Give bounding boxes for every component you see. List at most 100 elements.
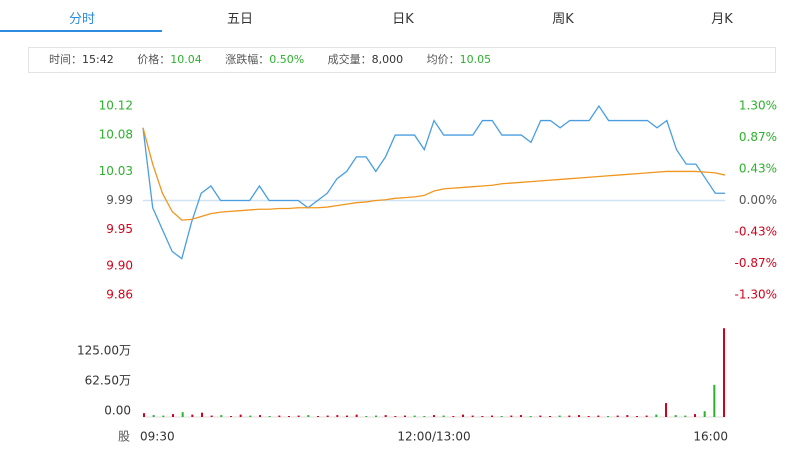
volume-bar [578,415,580,417]
volume-bar [713,384,716,417]
volume-bar [413,415,416,417]
info-value: 10.05 [459,53,492,66]
tab[interactable]: 分时 [68,12,96,27]
y-tick-label: 9.95 [106,222,133,236]
volume-bar [210,415,213,417]
tab[interactable]: 月K [711,12,733,27]
tab[interactable]: 日K [392,12,414,27]
volume-bar [462,414,464,417]
y-tick-label: 9.86 [106,288,133,302]
volume-bar [558,415,561,417]
active-tab-indicator [0,30,162,32]
price-line [142,127,726,221]
volume-bar [346,415,348,417]
y2-tick-label: -1.30% [735,288,777,302]
volume-bar [481,416,484,417]
volume-bar [365,416,368,417]
y-axis-label: 股 [118,430,130,444]
info-label: 均价： [426,53,460,66]
info-label: 时间： [49,53,82,66]
volume-bar [674,415,677,417]
volume-bar [220,415,223,417]
volume-bar [616,415,619,417]
volume-bar [723,328,725,417]
info-bar: 时间：15:42 价格：10.04 涨跌幅：0.50% 成交量：8,000 均价… [28,47,776,73]
volume-bar [375,415,377,417]
volume-bar [307,415,310,417]
y2-tick-label: -0.43% [735,224,777,238]
volume-bar [423,416,426,417]
y-tick-label: 9.99 [106,193,133,207]
volume-bar [278,415,281,417]
y-tick-label: 62.50万 [85,374,131,388]
tab[interactable]: 五日 [226,12,254,27]
volume-bar [317,416,319,417]
volume-bar [191,414,194,417]
volume-bar [239,414,242,417]
y2-tick-label: 0.00% [739,193,777,207]
volume-bar [230,416,232,417]
x-tick-label: 12:00/13:00 [397,430,470,444]
y-tick-label: 10.12 [99,99,133,113]
y-tick-label: 10.08 [99,128,133,142]
y2-tick-label: 0.87% [739,130,777,144]
volume-bar [181,412,184,417]
volume-bar [162,415,165,417]
volume-bar [172,414,174,417]
tab-bar: 分时 五日 日K 周K 月K [0,0,802,33]
volume-bar [597,415,600,417]
volume-bar [665,403,667,417]
volume-bar [297,415,300,417]
info-value: 15:42 [82,53,114,66]
volume-bar [607,416,609,417]
info-label: 涨跌幅： [225,53,270,66]
volume-bar [491,415,493,417]
volume-bar [201,412,203,417]
volume-bar [549,416,551,417]
volume-bar [694,414,696,417]
info-value: 10.04 [170,53,202,66]
volume-bar [355,414,358,417]
info-value: 8,000 [371,53,404,66]
volume-bar [529,416,532,417]
volume-bar [452,416,455,417]
y2-tick-label: 1.30% [739,99,777,113]
volume-bar [655,414,658,417]
volume-bar [433,415,435,417]
info-label: 成交量： [327,53,372,66]
y2-tick-label: 0.43% [739,162,777,176]
volume-bar [394,416,397,417]
price-line [142,104,725,260]
volume-bar [645,415,648,417]
info-label: 价格： [137,53,171,66]
volume-bar [500,416,503,417]
volume-bar [636,416,638,417]
volume-bar [384,415,387,417]
volume-bar [143,413,145,417]
y-tick-label: 10.03 [99,164,133,178]
y-tick-label: 125.00万 [77,344,131,358]
volume-bar [336,415,339,417]
volume-bar [249,415,252,417]
volume-bar [510,415,513,417]
volume-bar [703,411,706,417]
volume-bar [520,415,522,417]
volume-bar [404,415,406,417]
volume-bar [568,415,571,417]
volume-bar [288,416,290,417]
volume-bar [152,415,155,417]
info-value: 0.50% [269,53,305,66]
x-tick-label: 09:30 [140,430,175,444]
y-tick-label: 0.00 [104,404,131,418]
volume-bar [539,415,542,417]
volume-bar [684,415,687,417]
volume-bar [442,415,445,417]
x-tick-label: 16:00 [693,430,728,444]
y-tick-label: 9.90 [106,258,133,272]
volume-bar [587,416,590,417]
tab[interactable]: 周K [552,12,574,27]
volume-bar [326,415,329,417]
volume-bar [268,416,271,417]
volume-bar [626,415,629,417]
